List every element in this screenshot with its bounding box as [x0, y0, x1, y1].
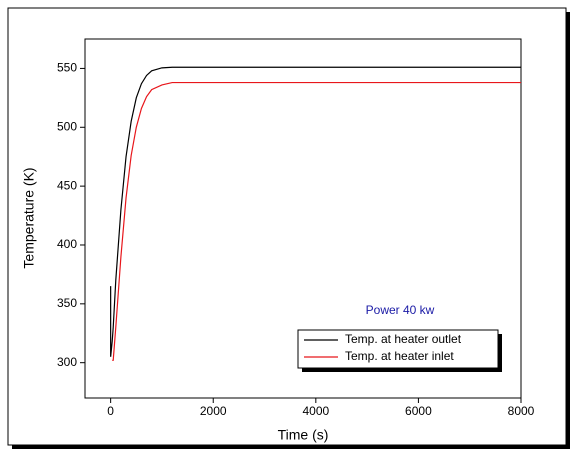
x-tick-label: 2000	[200, 404, 227, 418]
annotation: Power 40 kw	[366, 303, 435, 317]
y-axis-label: Temperature (K)	[21, 167, 37, 268]
y-tick-label: 450	[57, 178, 77, 192]
legend-box	[297, 329, 499, 369]
legend-label: Temp. at heater outlet	[345, 332, 462, 346]
y-tick-label: 500	[57, 119, 77, 133]
x-axis-label: Time (s)	[278, 427, 329, 443]
legend-label: Temp. at heater inlet	[345, 349, 454, 363]
y-tick-label: 350	[57, 296, 77, 310]
x-tick-label: 6000	[405, 404, 432, 418]
y-tick-label: 300	[57, 355, 77, 369]
y-tick-label: 550	[57, 61, 77, 75]
y-tick-label: 400	[57, 237, 77, 251]
x-tick-label: 4000	[302, 404, 329, 418]
plot-area	[84, 38, 522, 399]
series-line	[112, 81, 521, 361]
x-tick-label: 0	[107, 404, 114, 418]
frame	[7, 7, 567, 446]
series-line	[110, 66, 521, 357]
x-tick-label: 8000	[508, 404, 535, 418]
